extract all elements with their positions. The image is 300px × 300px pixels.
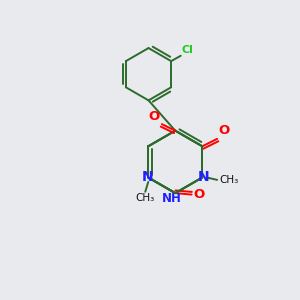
Text: Cl: Cl [181,45,193,55]
Text: O: O [219,124,230,137]
Text: N: N [197,170,209,184]
Text: NH: NH [162,192,182,205]
Text: CH₃: CH₃ [219,175,238,185]
Text: O: O [193,188,204,201]
Text: N: N [142,170,153,184]
Text: O: O [148,110,160,123]
Text: CH₃: CH₃ [136,193,155,203]
